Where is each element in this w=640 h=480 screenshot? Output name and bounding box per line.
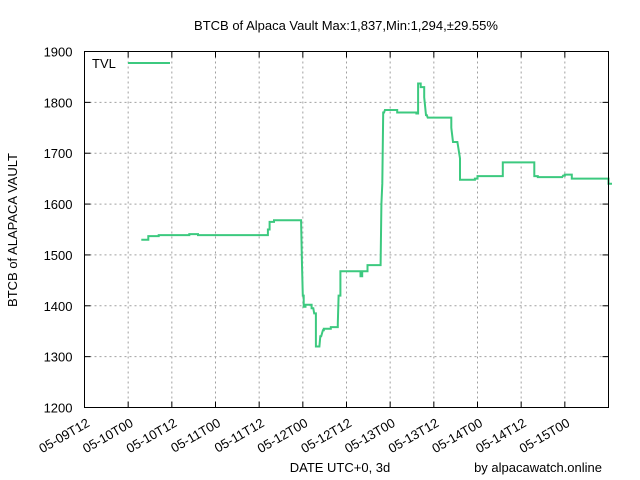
y-tick-label: 1800 (44, 95, 73, 110)
chart-title: BTCB of Alpaca Vault Max:1,837,Min:1,294… (194, 18, 498, 33)
series-line-tvl (141, 82, 612, 348)
x-tick-label: 05-15T00 (517, 415, 573, 456)
y-tick-label: 1200 (44, 401, 73, 416)
x-tick-label: 05-10T12 (124, 415, 180, 456)
x-axis-title: DATE UTC+0, 3d (290, 460, 391, 475)
plot-frame (84, 51, 609, 408)
y-tick-label: 1400 (44, 299, 73, 314)
y-axis-title: BTCB of ALAPACA VAULT (5, 153, 20, 307)
y-tick-label: 1900 (44, 45, 73, 60)
legend: TVL (92, 56, 170, 71)
y-tick-label: 1300 (44, 350, 73, 365)
y-axis: 1200 1300 1400 1500 1600 1700 1800 1900 (44, 45, 609, 416)
legend-label-tvl: TVL (92, 56, 116, 71)
series-layer (141, 82, 612, 348)
y-tick-label: 1600 (44, 197, 73, 212)
credit-label: by alpacawatch.online (474, 460, 602, 475)
grid-layer (84, 51, 609, 408)
y-tick-label: 1700 (44, 146, 73, 161)
y-tick-label: 1500 (44, 248, 73, 263)
x-axis: 05-09T1205-10T0005-10T1205-11T0005-11T12… (36, 51, 573, 456)
